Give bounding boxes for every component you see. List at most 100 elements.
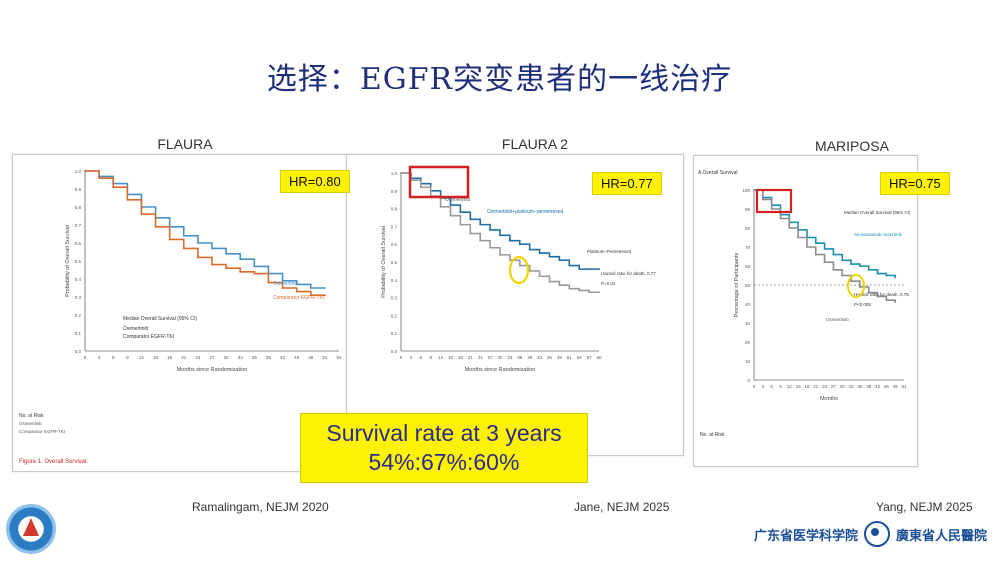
y-tick-label: 50 xyxy=(745,283,751,288)
series-point xyxy=(281,287,284,289)
survival-line1: Survival rate at 3 years xyxy=(326,420,562,446)
x-tick-label: 33 xyxy=(507,355,513,360)
y-tick-label: 0.6 xyxy=(75,241,82,246)
x-tick-label: 42 xyxy=(875,384,881,389)
y-tick-label: 0.9 xyxy=(391,189,398,194)
series-point xyxy=(823,261,826,264)
series-point xyxy=(832,253,835,256)
series-point xyxy=(568,287,571,290)
flaura2-title: FLAURA 2 xyxy=(501,136,569,152)
series-point xyxy=(858,265,861,267)
series-point xyxy=(867,291,870,294)
x-tick-label: 12 xyxy=(787,384,793,389)
hospital-emblem-logo xyxy=(6,504,56,554)
y-tick-label: 1.0 xyxy=(75,169,82,174)
series-point xyxy=(814,253,817,256)
y-tick-label: 1.0 xyxy=(391,171,398,176)
legend-title: Median Overall Survival (95% CI) xyxy=(844,210,911,215)
flaura-chart: 0.00.10.20.30.40.50.60.70.80.91.00 3 6 9 12 1… xyxy=(19,169,342,465)
series-point xyxy=(449,214,452,217)
flaura-hr-badge: HR=0.80 xyxy=(280,170,350,193)
x-tick-label: 42 xyxy=(280,355,286,360)
x-tick-label: 45 xyxy=(294,355,300,360)
y-tick-label: 30 xyxy=(745,321,751,326)
y-tick-label: 0.2 xyxy=(75,313,82,318)
highlight-circle xyxy=(508,255,530,285)
y-tick-label: 100 xyxy=(742,188,750,193)
legend-title: Median Overall Survival (95% CI) xyxy=(123,316,197,322)
series-point xyxy=(182,247,185,250)
x-tick-label: 9 xyxy=(779,384,782,389)
series-point xyxy=(449,204,452,206)
series-point xyxy=(588,291,590,294)
x-tick-label: 42 xyxy=(537,355,543,360)
series-point xyxy=(538,275,541,278)
series-point xyxy=(876,272,879,275)
series-point xyxy=(196,256,199,259)
series-point xyxy=(479,223,482,226)
series-annotation: Osimertinib+platinum–pemetrexed xyxy=(487,209,564,215)
series-point xyxy=(578,268,581,271)
x-tick-label: 9 xyxy=(126,355,129,360)
slide-title: 选择：EGFR突变患者的一线治疗 xyxy=(266,62,733,97)
x-tick-label: 33 xyxy=(238,355,244,360)
x-tick-label: 51 xyxy=(322,355,328,360)
series-point xyxy=(538,252,541,254)
x-tick-label: 3 xyxy=(98,355,101,360)
x-tick-label: 36 xyxy=(517,355,523,360)
series-point xyxy=(239,270,242,273)
highlight-box xyxy=(408,165,470,199)
series-point xyxy=(779,217,782,220)
x-tick-label: 24 xyxy=(478,355,484,360)
y-tick-label: 0.3 xyxy=(75,295,82,300)
series-point xyxy=(894,301,897,303)
x-tick-label: 36 xyxy=(857,384,863,389)
series-point xyxy=(253,272,256,275)
series-annotation: Platinum–Pemetrexed xyxy=(587,249,632,254)
survival-summary: Survival rate at 3 years 54%:67%:60% xyxy=(300,413,588,483)
x-tick-label: 48 xyxy=(557,355,563,360)
series-point xyxy=(867,268,870,271)
series-point xyxy=(253,265,256,268)
flaura2-citation: Jane, NEJM 2025 xyxy=(574,500,670,514)
x-tick-label: 48 xyxy=(308,355,314,360)
series-point xyxy=(469,218,472,221)
series-line-1 xyxy=(401,172,599,270)
series-point xyxy=(479,239,482,242)
series-point xyxy=(598,291,600,294)
hospital-logo-icon xyxy=(863,521,890,547)
series-point xyxy=(598,268,600,271)
x-tick-label: 0 xyxy=(400,355,403,360)
flaura-title: FLAURA xyxy=(157,136,213,152)
series-point xyxy=(832,268,835,271)
x-tick-label: 3 xyxy=(762,384,765,389)
x-tick-label: 6 xyxy=(770,384,773,389)
series-point xyxy=(823,248,826,250)
series-point xyxy=(459,211,462,214)
highlight-circle xyxy=(847,274,865,298)
x-tick-label: 45 xyxy=(884,384,890,389)
x-tick-label: 39 xyxy=(527,355,533,360)
series-point xyxy=(518,243,521,246)
annotation-pvalue: P<0.005 xyxy=(854,302,871,307)
mariposa-title: MARIPOSA xyxy=(815,138,889,154)
x-tick-label: 51 xyxy=(567,355,573,360)
series-point xyxy=(323,294,326,297)
x-tick-label: 18 xyxy=(167,355,173,360)
x-tick-label: 12 xyxy=(438,355,444,360)
series-point xyxy=(770,208,773,210)
x-tick-label: 12 xyxy=(139,355,145,360)
x-axis-label: Months xyxy=(820,396,838,402)
risk-table-header: No. at Risk xyxy=(19,413,44,419)
y-tick-label: 0.0 xyxy=(391,349,398,354)
series-point xyxy=(309,294,312,297)
y-tick-label: 70 xyxy=(745,245,751,250)
y-axis-label: Probability of Overall Survival xyxy=(65,225,71,297)
x-tick-label: 6 xyxy=(112,355,115,360)
series-point xyxy=(568,264,571,267)
series-point xyxy=(876,295,879,298)
x-tick-label: 0 xyxy=(84,355,87,360)
series-point xyxy=(196,242,199,244)
risk-row-label: Comparator EGFR-TKI xyxy=(19,429,65,434)
x-tick-label: 21 xyxy=(468,355,474,360)
